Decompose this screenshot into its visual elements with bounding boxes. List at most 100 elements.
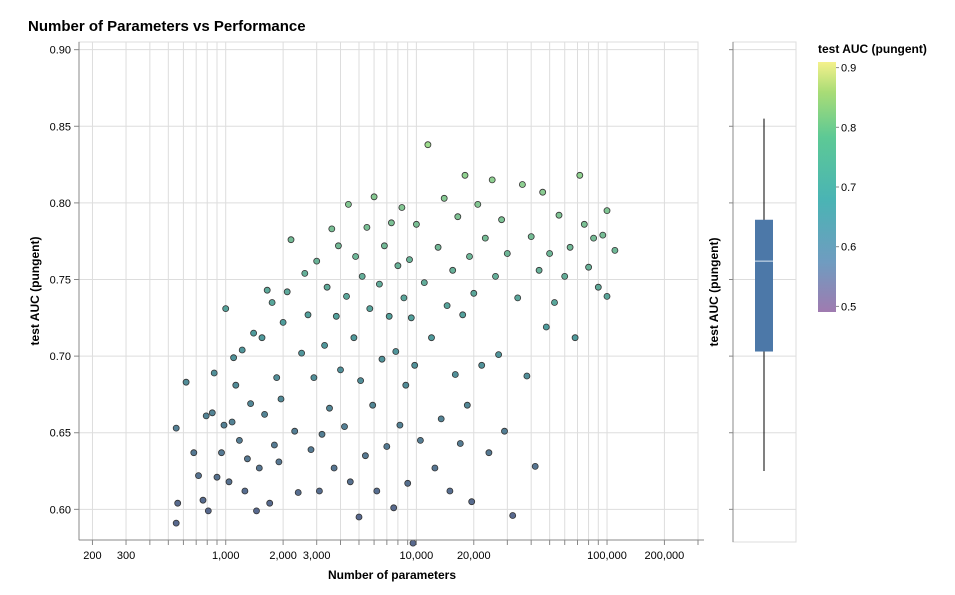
scatter-point	[310, 374, 318, 382]
scatter-point	[576, 171, 584, 179]
scatter-point	[182, 378, 190, 386]
boxplot-axis-ticks	[729, 49, 733, 510]
scatter-point	[337, 366, 344, 374]
scatter-point	[228, 418, 236, 426]
scatter-point	[407, 314, 415, 322]
scatter-point	[270, 441, 278, 449]
scatter-point	[283, 288, 291, 296]
scatter-point	[594, 283, 602, 291]
scatter-point	[238, 346, 246, 354]
scatter-point	[416, 436, 424, 444]
scatter-point	[485, 449, 493, 457]
scatter-point	[344, 200, 352, 208]
scatter-point	[503, 250, 511, 257]
scatter-point	[420, 279, 428, 287]
scatter-point	[454, 213, 462, 221]
scatter-point	[434, 243, 442, 251]
scatter-point	[566, 243, 574, 251]
scatter-point	[323, 283, 331, 291]
scatter-point	[307, 446, 315, 454]
scatter-point	[369, 401, 377, 409]
scatter-point	[437, 415, 445, 423]
scatter-point	[294, 489, 302, 496]
scatter-point	[514, 294, 522, 302]
scatter-point	[412, 220, 420, 228]
color-legend: test AUC (pungent) 0.9 0.8 0.7 0.6 0.5	[818, 42, 927, 313]
y-tick-label: 0.90	[50, 45, 71, 57]
x-gridlines	[91, 42, 699, 540]
y-tick-label: 0.60	[50, 504, 71, 516]
scatter-point	[315, 487, 323, 495]
scatter-point	[202, 412, 210, 420]
scatter-point	[287, 236, 295, 244]
legend-labels: 0.9 0.8 0.7 0.6 0.5	[836, 63, 856, 313]
chart-title: Number of Parameters vs Performance	[28, 18, 306, 35]
y-tick-label: 0.75	[50, 275, 71, 287]
x-tick-label: 100,000	[587, 550, 627, 562]
legend-label: 0.8	[841, 122, 856, 134]
scatter-point	[334, 242, 342, 250]
scatter-point	[235, 436, 243, 444]
scatter-point	[404, 479, 412, 487]
scatter-point	[394, 262, 402, 270]
scatter-point	[341, 423, 348, 431]
scatter-point	[172, 424, 180, 432]
scatter-point	[546, 250, 553, 257]
scatter-point	[213, 473, 221, 481]
scatter-point	[220, 421, 228, 429]
y-gridlines	[79, 49, 698, 510]
scatter-point	[561, 272, 569, 280]
scatter-point	[255, 464, 263, 472]
scatter-point	[350, 334, 358, 342]
scatter-point	[406, 256, 413, 264]
scatter-point	[375, 280, 383, 288]
scatter-point	[199, 496, 207, 504]
x-tick-label: 10,000	[400, 550, 434, 562]
scatter-point	[531, 462, 539, 470]
scatter-point	[174, 499, 182, 507]
scatter-point	[385, 312, 393, 320]
legend-label: 0.7	[841, 182, 856, 194]
scatter-point	[373, 487, 381, 495]
scatter-point	[396, 421, 404, 429]
legend-label: 0.9	[841, 63, 856, 75]
x-tick-label: 20,000	[457, 550, 491, 562]
scatter-point	[466, 253, 473, 260]
scatter-point	[440, 194, 448, 202]
scatter-point	[474, 200, 482, 208]
scatter-point	[204, 507, 212, 515]
scatter-point	[523, 372, 531, 380]
scatter-point	[218, 449, 225, 457]
scatter-point	[366, 305, 374, 313]
scatter-point	[273, 374, 281, 382]
scatter-point	[326, 404, 333, 412]
boxplot-box	[755, 219, 773, 352]
scatter-point	[571, 334, 579, 342]
scatter-point	[402, 381, 410, 389]
scatter-point	[585, 263, 592, 271]
legend-title: test AUC (pungent)	[818, 42, 927, 56]
scatter-point	[446, 487, 454, 495]
y-tick-label: 0.85	[50, 121, 71, 133]
scatter-point	[250, 329, 258, 337]
scatter-point	[343, 292, 350, 300]
scatter-point	[330, 464, 338, 472]
scatter-points	[172, 141, 619, 547]
scatter-point	[352, 253, 360, 260]
scatter-point	[599, 231, 607, 239]
scatter-point	[328, 225, 336, 233]
x-tick-label: 3,000	[303, 550, 331, 562]
scatter-point	[370, 193, 378, 201]
scatter-point	[291, 427, 299, 435]
scatter-point	[468, 498, 476, 506]
scatter-point	[428, 334, 435, 342]
scatter-point	[542, 323, 550, 331]
scatter-point	[611, 246, 619, 254]
scatter-point	[519, 181, 526, 188]
scatter-point	[411, 361, 419, 369]
scatter-point	[225, 478, 233, 486]
scatter-point	[321, 341, 329, 349]
scatter-point	[459, 311, 467, 319]
scatter-point	[268, 299, 276, 306]
scatter-point	[358, 272, 366, 280]
